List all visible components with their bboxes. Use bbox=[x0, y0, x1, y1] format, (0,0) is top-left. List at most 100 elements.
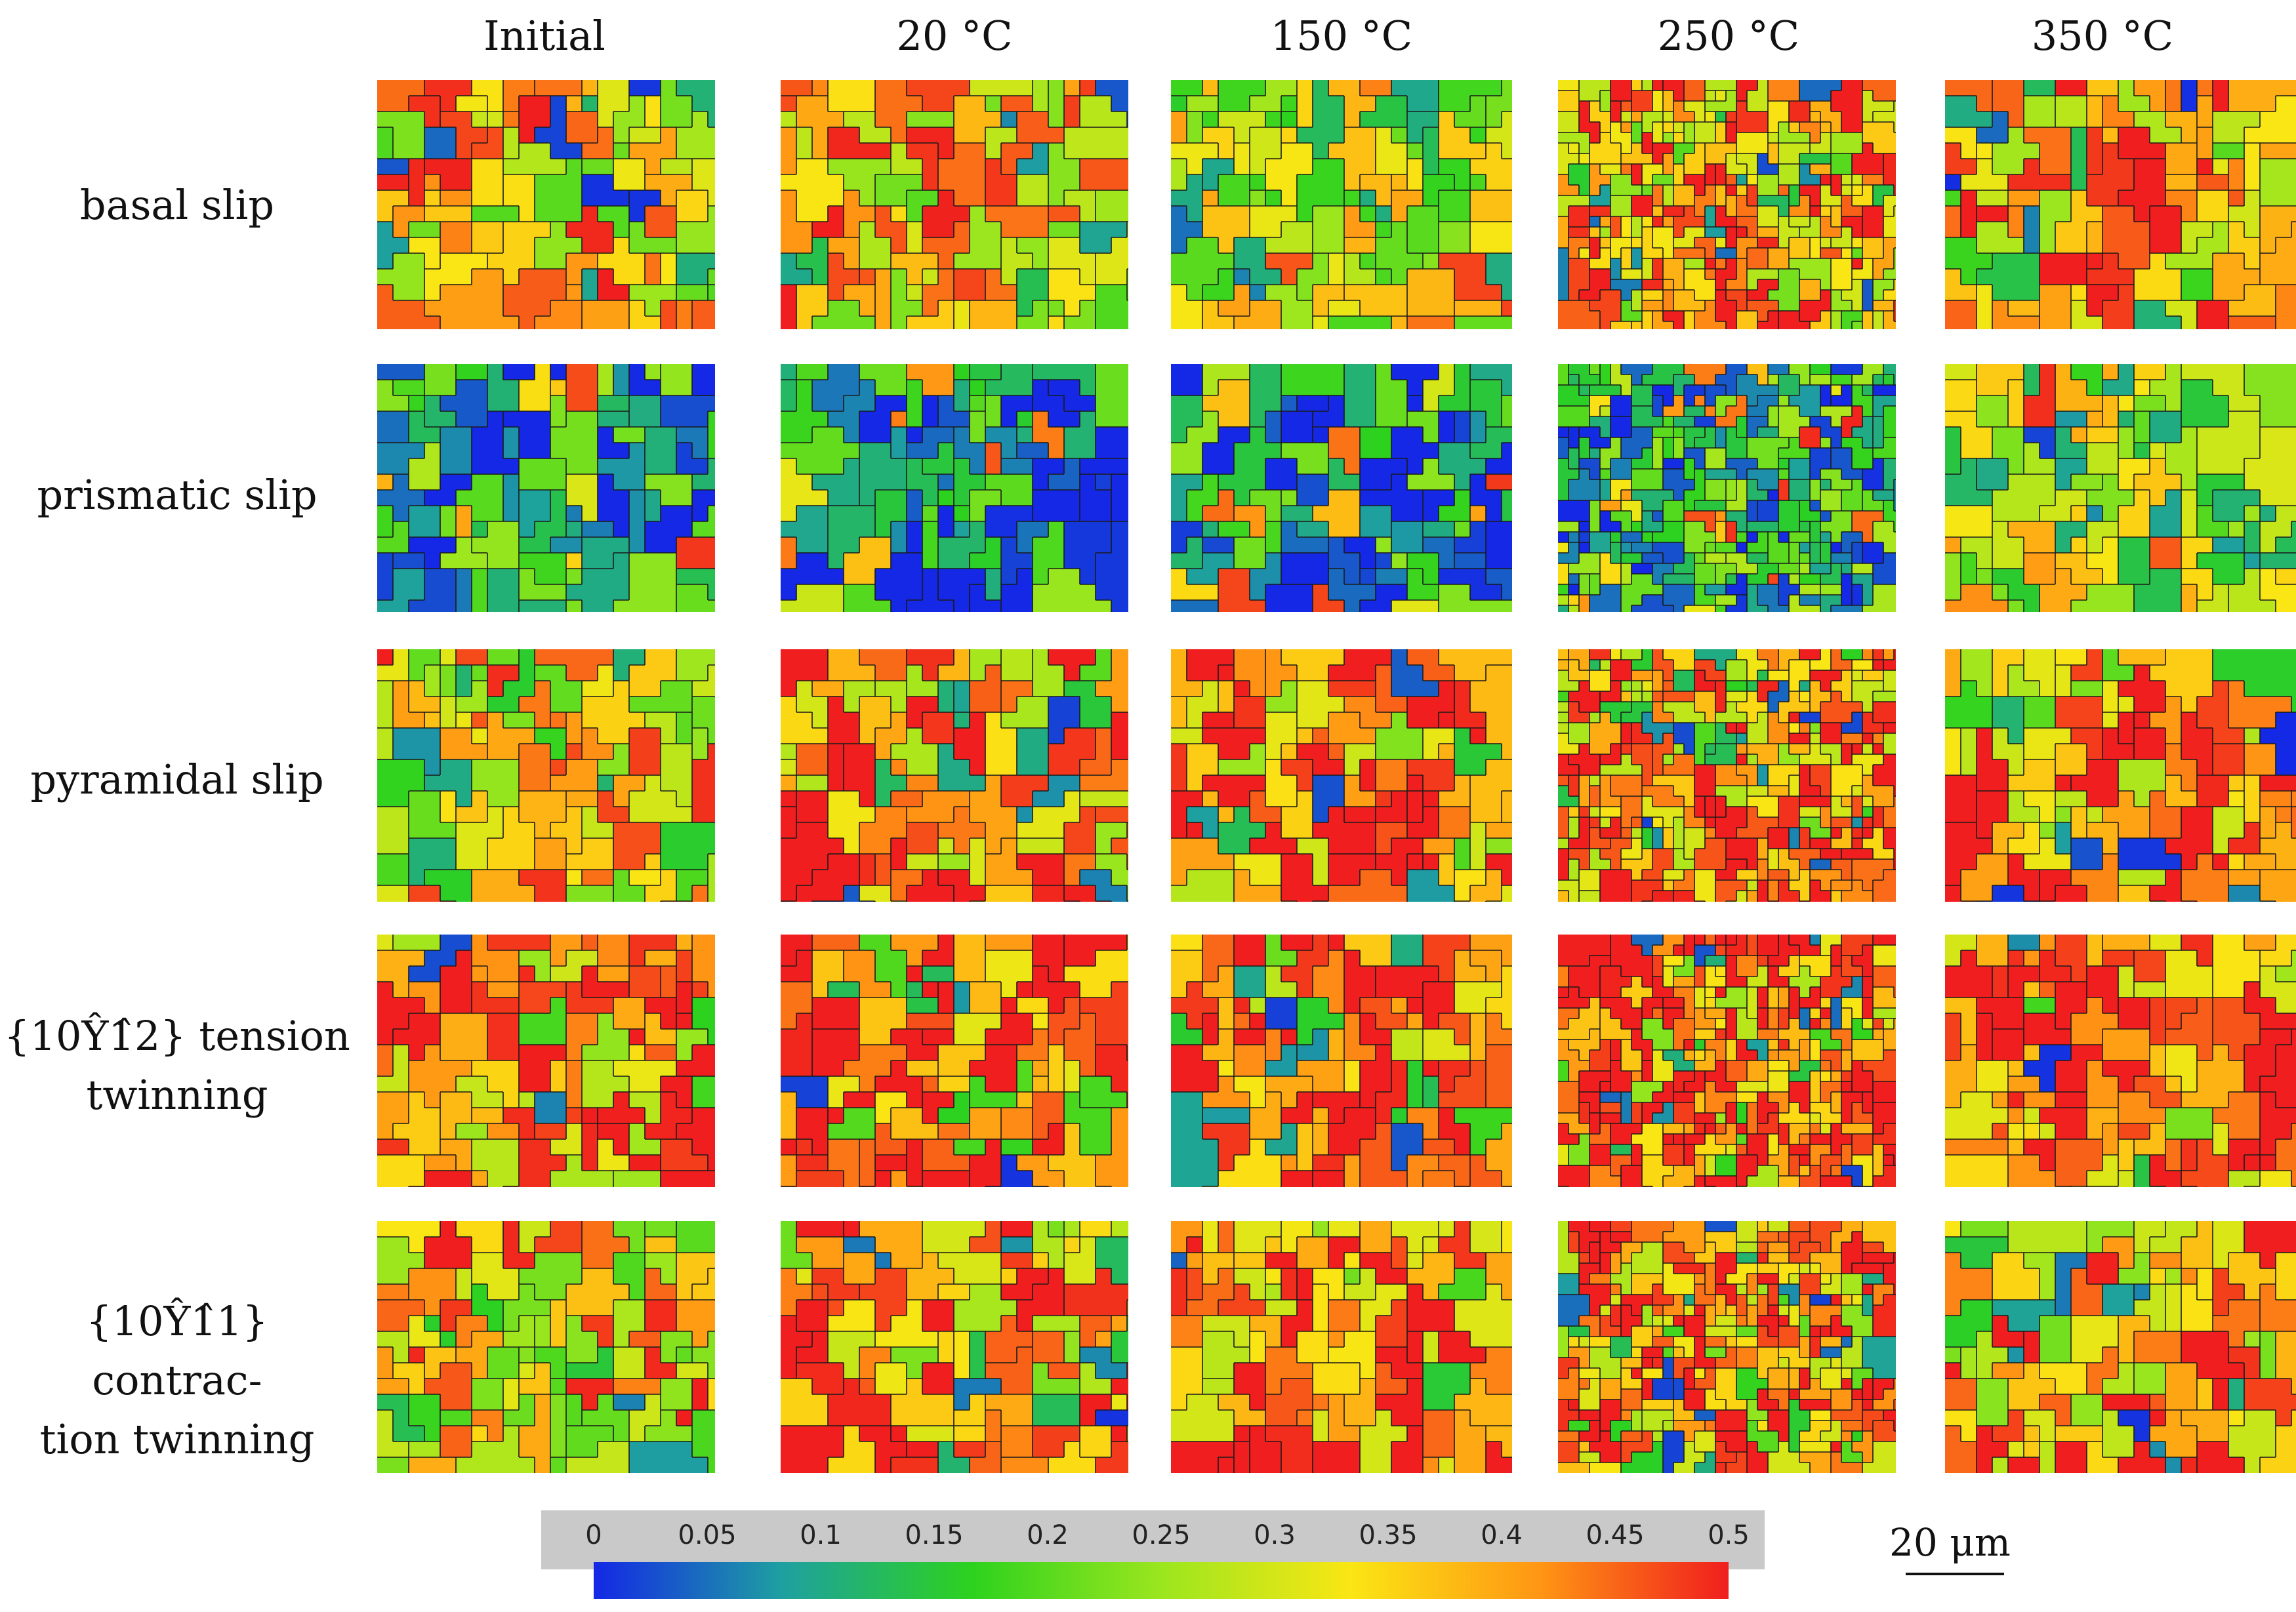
grain-cell bbox=[487, 474, 504, 491]
grain-cell bbox=[1579, 237, 1590, 249]
grain-cell bbox=[781, 443, 797, 459]
grain-cell bbox=[1841, 174, 1853, 186]
grain-cell bbox=[1064, 506, 1080, 522]
grain-cell bbox=[598, 728, 614, 744]
grain-cell bbox=[954, 649, 970, 666]
grain-cell bbox=[1663, 574, 1674, 585]
grain-cell bbox=[1600, 458, 1611, 470]
grain-cell bbox=[1391, 111, 1408, 128]
grain-cell bbox=[1684, 416, 1695, 428]
grain-cell bbox=[613, 364, 630, 380]
grain-cell bbox=[2134, 553, 2150, 569]
grain-cell bbox=[550, 506, 567, 522]
grain-cell bbox=[954, 222, 970, 238]
grain-cell bbox=[1265, 537, 1282, 554]
grain-cell bbox=[1558, 143, 1569, 154]
grain-cell bbox=[985, 80, 1002, 96]
grain-cell bbox=[970, 159, 986, 175]
grain-cell bbox=[2228, 443, 2245, 459]
grain-cell bbox=[676, 854, 693, 870]
grain-cell bbox=[472, 174, 488, 191]
grain-cell bbox=[1810, 300, 1821, 312]
grain-cell bbox=[2118, 222, 2135, 238]
grain-cell bbox=[1799, 143, 1811, 154]
grain-cell bbox=[1218, 285, 1235, 301]
grain-cell bbox=[424, 364, 441, 380]
grain-cell bbox=[708, 143, 715, 159]
grain-cell bbox=[1423, 300, 1439, 317]
grain-cell bbox=[1218, 316, 1235, 329]
grain-cell bbox=[1391, 411, 1408, 428]
grain-cell bbox=[1747, 290, 1758, 301]
grain-cell bbox=[796, 285, 813, 301]
grain-cell bbox=[1652, 248, 1664, 259]
grain-cell bbox=[1705, 595, 1716, 606]
grain-cell bbox=[1873, 122, 1884, 133]
grain-cell bbox=[2291, 427, 2296, 443]
grain-cell bbox=[1600, 101, 1611, 112]
grain-cell bbox=[708, 775, 715, 792]
grain-cell bbox=[676, 190, 693, 207]
grain-cell bbox=[1873, 101, 1884, 112]
grain-cell bbox=[1736, 279, 1748, 291]
grain-cell bbox=[645, 237, 661, 254]
grain-cell bbox=[1579, 605, 1590, 612]
grain-cell bbox=[1883, 143, 1895, 154]
grain-cell bbox=[582, 159, 598, 175]
grain-cell bbox=[535, 506, 551, 522]
grain-cell bbox=[1789, 111, 1800, 123]
grain-cell bbox=[875, 380, 892, 396]
grain-cell bbox=[1862, 511, 1874, 522]
grain-cell bbox=[1171, 96, 1187, 112]
grain-cell bbox=[1568, 574, 1580, 585]
grain-cell bbox=[409, 870, 425, 886]
grain-cell bbox=[409, 553, 425, 569]
grain-cell bbox=[1600, 111, 1611, 123]
grain-cell bbox=[1579, 311, 1590, 322]
grain-cell bbox=[1080, 521, 1096, 538]
grain-cell bbox=[1673, 595, 1685, 606]
grain-cell bbox=[708, 300, 715, 317]
grain-cell bbox=[1281, 111, 1298, 128]
grain-cell bbox=[954, 411, 970, 428]
grain-cell bbox=[1376, 395, 1392, 412]
grain-cell bbox=[503, 285, 520, 301]
grain-cell bbox=[2165, 316, 2182, 329]
grain-cell bbox=[1328, 506, 1345, 522]
grain-cell bbox=[645, 838, 661, 855]
grain-cell bbox=[2291, 285, 2296, 301]
grain-cell bbox=[661, 822, 677, 839]
grain-cell bbox=[1652, 479, 1664, 491]
grain-cell bbox=[2118, 521, 2135, 538]
grain-cell bbox=[970, 474, 986, 491]
grain-cell bbox=[891, 364, 907, 380]
grain-cell bbox=[812, 253, 829, 270]
grain-cell bbox=[377, 807, 394, 823]
grain-cell bbox=[708, 285, 715, 301]
grain-cell bbox=[2134, 600, 2150, 612]
grain-cell bbox=[598, 649, 614, 666]
grain-cell bbox=[796, 316, 813, 329]
grain-cell bbox=[2291, 159, 2296, 175]
grain-cell bbox=[1610, 195, 1622, 207]
grain-cell bbox=[1486, 300, 1502, 317]
grain-cell bbox=[2118, 474, 2135, 491]
grain-cell bbox=[2134, 380, 2150, 396]
grain-cell bbox=[1064, 696, 1080, 713]
grain-cell bbox=[2228, 474, 2245, 491]
grain-cell bbox=[1265, 174, 1282, 191]
grain-cell bbox=[1470, 253, 1486, 270]
grain-cell bbox=[985, 665, 1002, 681]
grain-cell bbox=[1757, 448, 1769, 459]
grain-cell bbox=[692, 143, 708, 159]
grain-cell bbox=[424, 744, 441, 760]
grain-cell bbox=[1663, 300, 1674, 312]
grain-cell bbox=[1726, 574, 1737, 585]
grain-cell bbox=[550, 364, 567, 380]
grain-cell bbox=[2055, 553, 2072, 569]
grain-cell bbox=[1992, 253, 2009, 270]
grain-cell bbox=[661, 96, 677, 112]
grain-cell bbox=[1894, 80, 1896, 91]
grain-cell bbox=[629, 838, 646, 855]
grain-cell bbox=[1841, 469, 1853, 480]
